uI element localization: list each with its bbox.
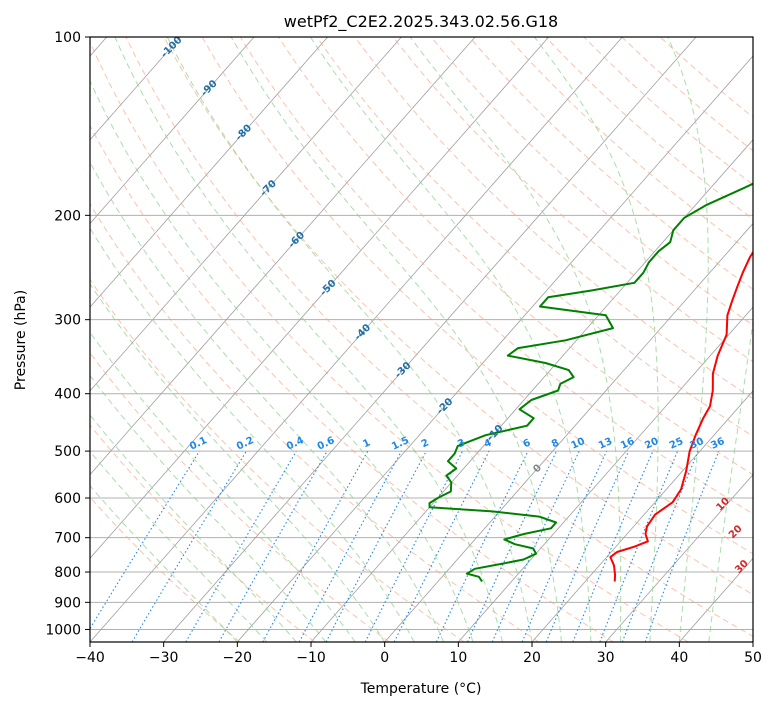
mixing-ratio-line [621, 450, 699, 642]
moist-adiabat-line [230, 37, 562, 642]
moist-adiabat-line [90, 414, 297, 642]
dry-adiabat-line [430, 37, 753, 326]
mixing-ratio-line [393, 450, 490, 642]
x-axis-label: Temperature (°C) [360, 681, 482, 697]
mixing-ratio-label: 30 [688, 436, 705, 452]
dry-adiabat-line [90, 278, 465, 642]
mixing-ratio-label: 3 [456, 437, 467, 450]
dry-adiabat-line [468, 37, 753, 290]
mixing-ratio-line [545, 450, 630, 642]
dry-adiabat-line [90, 40, 689, 642]
isotherm-line [90, 37, 476, 476]
mixing-ratio-label: 10 [570, 436, 587, 452]
y-tick-label: 600 [54, 491, 81, 507]
temperature-profile-line [609, 250, 753, 582]
mixing-ratio-label: 4 [483, 437, 494, 450]
x-tick-label: 40 [670, 650, 688, 666]
mixing-ratio-label: 25 [668, 436, 685, 452]
y-axis: 1000 900 800 700 600 500 400 300 200 100 [45, 30, 90, 638]
y-tick-label: 100 [54, 30, 81, 46]
isotherm-line [90, 37, 255, 225]
mixing-ratio-label: 6 [521, 437, 532, 450]
y-tick-label: 300 [54, 313, 81, 329]
chart-title: wetPf2_C2E2.2025.343.02.56.G18 [284, 12, 558, 32]
isotherm-line [90, 37, 329, 308]
y-tick-label: 800 [54, 565, 81, 581]
moist-adiabat-line [90, 484, 238, 642]
mixing-ratio-label: 1 [361, 437, 372, 450]
y-tick-label: 900 [54, 595, 81, 611]
mixing-ratio-line [298, 450, 402, 642]
isotherm-line [384, 222, 753, 642]
y-tick-label: 400 [54, 387, 81, 403]
moist-adiabat-line [114, 37, 503, 642]
y-tick-label: 1000 [45, 622, 81, 638]
mixing-ratio-line [644, 450, 720, 642]
isotherm-line [236, 55, 753, 642]
mixing-ratio-line [364, 450, 463, 642]
moist-adiabat-line [309, 37, 592, 642]
x-tick-label: 30 [597, 650, 615, 666]
plot-area [90, 37, 753, 642]
y-tick-label: 700 [54, 531, 81, 547]
mixing-ratio-label: 13 [597, 436, 614, 452]
x-tick-label: 50 [744, 650, 762, 666]
dewpoint-profile-line [428, 182, 753, 583]
isotherm-line [531, 390, 753, 642]
moist-adiabat-line [90, 331, 356, 642]
dry-adiabat-line [90, 496, 241, 642]
x-tick-label: −30 [149, 650, 179, 666]
mixing-ratio-line [262, 450, 369, 642]
x-tick-label: −40 [75, 650, 105, 666]
moist-adiabat-line [90, 374, 327, 642]
moist-adiabat-line [90, 282, 386, 642]
moist-adiabat-line [90, 450, 268, 642]
y-axis-label: Pressure (hPa) [13, 290, 29, 390]
plot-frame [89, 36, 754, 643]
mixing-ratio-label: 20 [643, 436, 660, 452]
mixing-ratio-label: 2 [420, 437, 431, 450]
mixing-ratio-line [572, 450, 654, 642]
isotherm-line [90, 37, 550, 559]
moist-adiabat-line [90, 161, 445, 642]
mixing-ratio-label: 8 [550, 437, 561, 450]
isotherm-line [310, 139, 753, 642]
isotherm-line [163, 37, 697, 642]
moist-adiabat-line [90, 227, 415, 642]
dry-adiabat-line [90, 424, 316, 642]
x-tick-label: 0 [380, 650, 389, 666]
dry-adiabat-line [392, 37, 753, 363]
isotherm-line [90, 37, 402, 392]
mixing-ratio-line [218, 450, 328, 642]
y-tick-label: 200 [54, 208, 81, 224]
moist-adiabat-line [534, 37, 659, 642]
isotherm-line [90, 37, 623, 642]
mixing-ratio-line [90, 450, 200, 630]
x-tick-label: −20 [223, 650, 253, 666]
moist-adiabat-line [667, 37, 709, 642]
x-tick-label: 10 [449, 650, 467, 666]
isotherm-line [605, 474, 753, 642]
x-tick-label: 20 [523, 650, 541, 666]
isotherm-line [90, 37, 181, 141]
x-axis: −40 −30 −20 −10 0 10 20 30 40 50 [75, 642, 762, 666]
moist-adiabat-line [708, 317, 753, 642]
mixing-ratio-line [599, 450, 679, 642]
dry-adiabat-line [125, 37, 753, 638]
x-tick-label: −10 [296, 650, 326, 666]
moist-adiabat-line [166, 37, 533, 642]
y-tick-label: 500 [54, 444, 81, 460]
moist-adiabat-line [90, 80, 474, 642]
mixing-ratio-label: 16 [619, 436, 636, 452]
mixing-ratio-label: 36 [709, 436, 726, 452]
dry-adiabat-line [90, 203, 540, 642]
moist-adiabat-line [409, 37, 622, 642]
mixing-ratio-line [521, 450, 608, 642]
